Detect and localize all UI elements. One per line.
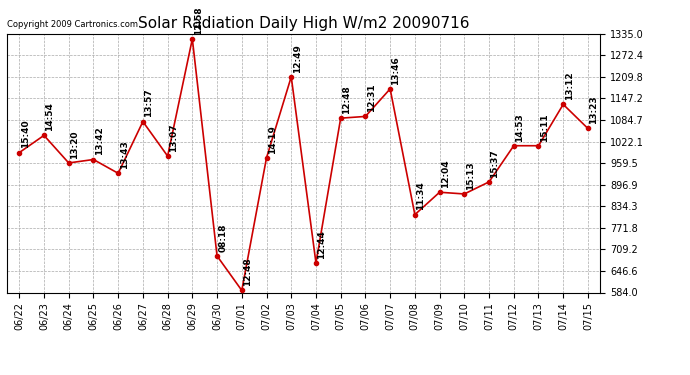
Text: 13:46: 13:46 [391, 56, 400, 85]
Text: 12:04: 12:04 [441, 159, 450, 188]
Text: 13:20: 13:20 [70, 130, 79, 159]
Text: 14:19: 14:19 [268, 125, 277, 154]
Text: 14:54: 14:54 [46, 102, 55, 131]
Text: 14:53: 14:53 [515, 113, 524, 141]
Text: 13:12: 13:12 [564, 72, 573, 100]
Text: 12:58: 12:58 [194, 6, 203, 35]
Text: 15:13: 15:13 [466, 161, 475, 190]
Text: Copyright 2009 Cartronics.com: Copyright 2009 Cartronics.com [7, 20, 138, 28]
Text: 13:42: 13:42 [95, 127, 103, 155]
Text: 08:18: 08:18 [219, 223, 228, 252]
Text: 12:48: 12:48 [243, 258, 252, 286]
Text: 15:11: 15:11 [540, 113, 549, 141]
Text: 12:44: 12:44 [317, 230, 326, 259]
Title: Solar Radiation Daily High W/m2 20090716: Solar Radiation Daily High W/m2 20090716 [138, 16, 469, 31]
Text: 12:48: 12:48 [342, 85, 351, 114]
Text: 13:57: 13:57 [144, 89, 153, 117]
Text: 15:37: 15:37 [491, 149, 500, 178]
Text: 13:23: 13:23 [589, 96, 598, 124]
Text: 12:31: 12:31 [367, 84, 376, 112]
Text: 11:34: 11:34 [416, 182, 425, 210]
Text: 13:43: 13:43 [119, 140, 128, 169]
Text: 12:49: 12:49 [293, 44, 302, 73]
Text: 13:07: 13:07 [169, 123, 178, 152]
Text: 15:40: 15:40 [21, 120, 30, 148]
